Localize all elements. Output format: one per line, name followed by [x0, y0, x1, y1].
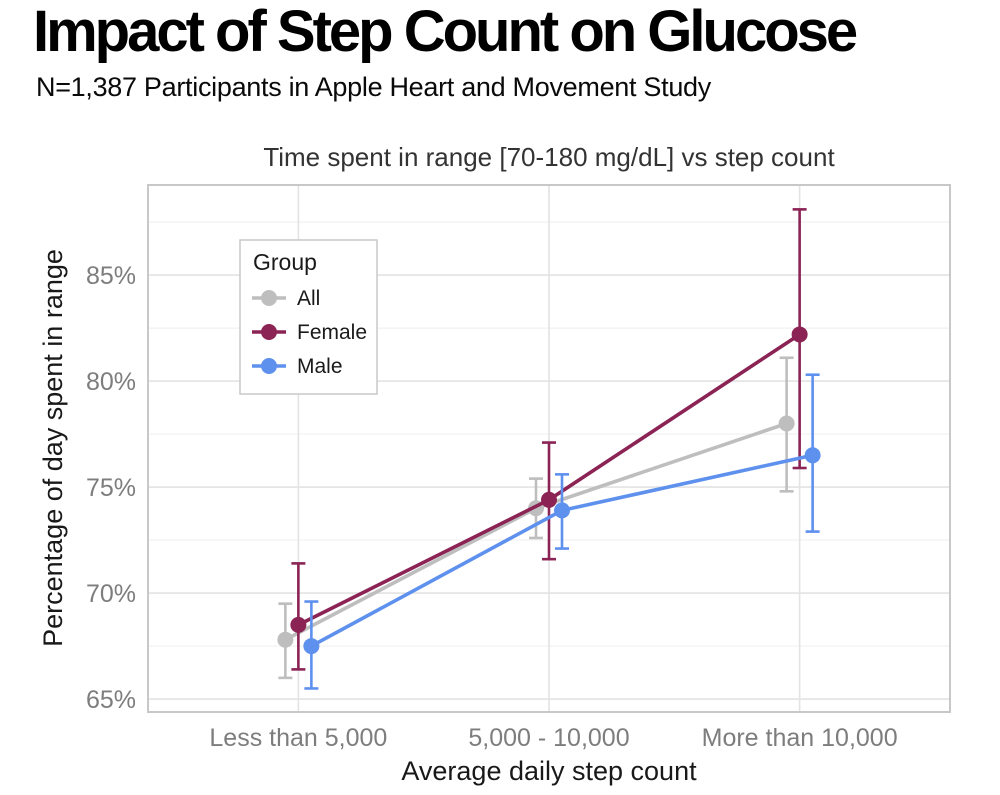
x-tick-label: Less than 5,000 [209, 724, 387, 752]
page-subtitle: N=1,387 Participants in Apple Heart and … [36, 71, 711, 102]
data-point-male [804, 447, 821, 464]
legend-key-point [261, 358, 277, 374]
legend: Group All Female Male [239, 239, 378, 395]
data-point-female [791, 326, 808, 343]
y-tick-label: 70% [86, 580, 136, 608]
legend-label-male: Male [297, 355, 343, 378]
series-female [290, 208, 808, 671]
legend-key-point [261, 290, 277, 306]
page-title: Impact of Step Count on Glucose [33, 0, 858, 64]
data-point-female [541, 491, 557, 508]
y-tick-label: 80% [86, 368, 136, 396]
y-tick-label: 75% [86, 474, 136, 502]
chart-title: Time spent in range [70-180 mg/dL] vs st… [263, 142, 835, 172]
data-point-female [290, 616, 307, 633]
data-point-male [554, 502, 570, 519]
data-point-all [277, 631, 294, 648]
series-male [303, 373, 821, 690]
y-tick-label: 65% [86, 686, 136, 714]
plot-area: 65% 70% 75% 80% 85% Less than 5,000 5,000 - 10… [86, 184, 951, 752]
x-axis-title: Average daily step count [401, 756, 697, 786]
y-tick-label: 85% [86, 262, 136, 290]
x-tick-label: 5,000 - 10,000 [468, 724, 629, 752]
data-point-male [303, 638, 320, 655]
legend-label-all: All [297, 287, 320, 310]
plot-border [147, 184, 951, 713]
y-axis-title: Percentage of day spent in range [38, 249, 68, 647]
data-point-all [778, 415, 795, 432]
legend-label-female: Female [297, 321, 367, 344]
header: Impact of Step Count on Glucose N=1,387 … [33, 0, 858, 103]
x-tick-label: More than 10,000 [702, 724, 898, 752]
legend-key-point [261, 324, 277, 340]
legend-title: Group [253, 249, 317, 275]
